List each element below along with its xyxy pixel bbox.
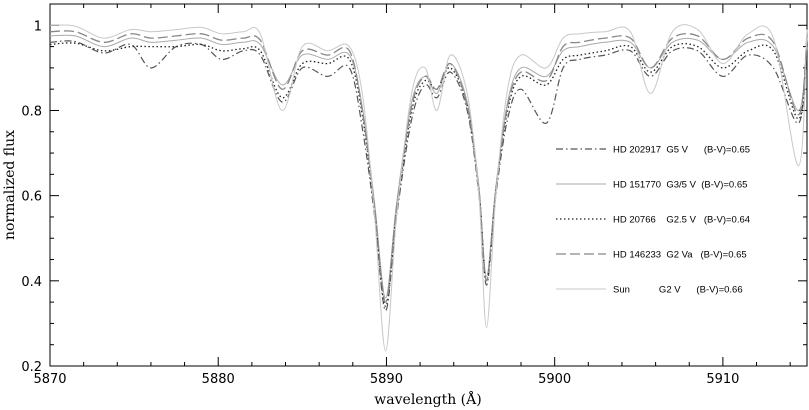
legend-entry-4: HD 146233 G2 Va (B-V)=0.65 [613, 250, 747, 261]
y-tick-label: 0.2 [21, 360, 42, 375]
legend-entry-3: HD 20766 G2.5 V (B-V)=0.64 [613, 215, 750, 226]
x-tick-label: 5910 [706, 372, 739, 387]
series-line-1 [49, 40, 808, 312]
x-tick-label: 5900 [538, 372, 571, 387]
series-line-4 [49, 30, 808, 303]
series-layer [49, 24, 808, 352]
x-tick-label: 5870 [33, 372, 66, 387]
x-axis-label: wavelength (Å) [374, 390, 481, 408]
y-tick-label: 0.8 [21, 104, 42, 119]
y-tick-label: 0.4 [21, 275, 42, 290]
legend-entry-5: Sun G2 V (B-V)=0.66 [613, 285, 743, 296]
series-line-3 [49, 42, 808, 308]
y-tick-label: 1 [34, 19, 42, 34]
legend-entry-2: HD 151770 G3/5 V (B-V)=0.65 [613, 180, 747, 191]
axis-ticks: 5870 5880 5890 5900 5910 0.2 0.4 0.6 0.8 1 [21, 4, 807, 387]
x-tick-label: 5880 [202, 372, 235, 387]
plot-frame [49, 3, 808, 367]
legend: HD 202917 G5 V (B-V)=0.65 HD 151770 G3/5 … [556, 145, 750, 296]
legend-entry-1: HD 202917 G5 V (B-V)=0.65 [613, 145, 750, 156]
x-tick-label: 5890 [370, 372, 403, 387]
series-line-5 [49, 24, 808, 352]
y-tick-label: 0.6 [21, 190, 42, 205]
y-axis-label: normalized flux [2, 130, 18, 240]
